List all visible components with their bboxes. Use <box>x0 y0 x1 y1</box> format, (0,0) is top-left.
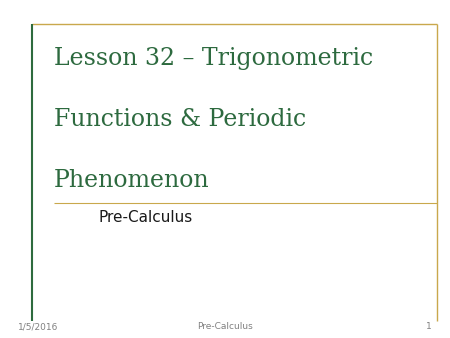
Text: Pre-Calculus: Pre-Calculus <box>99 210 193 224</box>
Text: Pre-Calculus: Pre-Calculus <box>197 322 253 331</box>
Text: 1/5/2016: 1/5/2016 <box>18 322 58 331</box>
Text: 1: 1 <box>426 322 432 331</box>
Text: Lesson 32 – Trigonometric: Lesson 32 – Trigonometric <box>54 47 373 70</box>
Text: Phenomenon: Phenomenon <box>54 169 210 192</box>
Text: Functions & Periodic: Functions & Periodic <box>54 108 306 131</box>
